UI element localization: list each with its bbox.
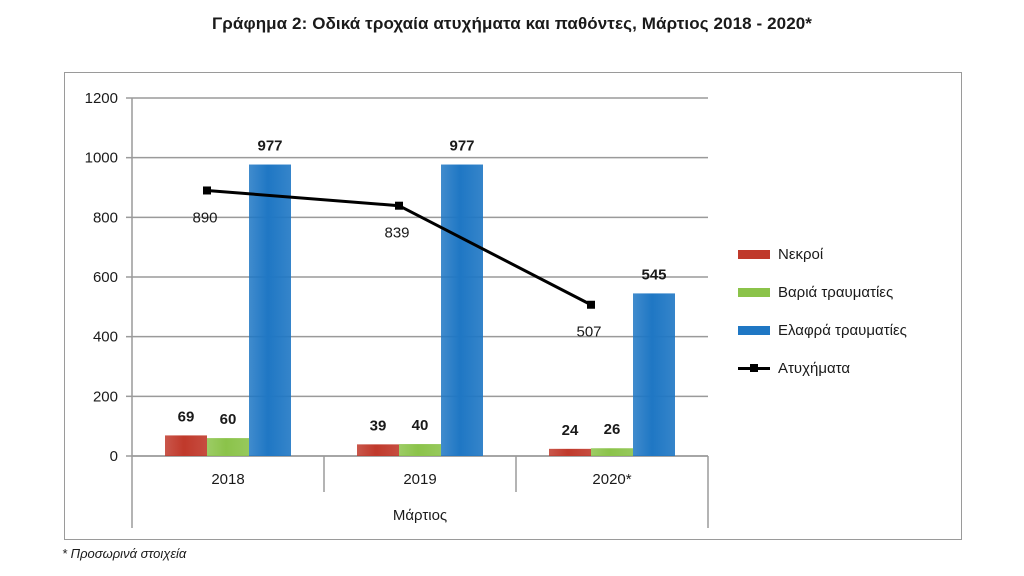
bar-data-label: 39 bbox=[370, 417, 387, 434]
bar-2 bbox=[441, 164, 483, 457]
x-tick-label: 2020* bbox=[592, 471, 631, 488]
bar-2 bbox=[249, 164, 291, 457]
footnote: * Προσωρινά στοιχεία bbox=[62, 546, 187, 561]
chart-legend: Νεκροί Βαριά τραυματίες Ελαφρά τραυματίες Α… bbox=[738, 244, 953, 396]
legend-label: Νεκροί bbox=[778, 245, 824, 263]
line-point bbox=[587, 300, 595, 309]
bar-data-label: 60 bbox=[220, 411, 237, 428]
legend-label: Ελαφρά τραυματίες bbox=[778, 321, 907, 339]
chart-frame bbox=[64, 72, 962, 540]
bar-data-label: 977 bbox=[257, 138, 282, 155]
y-tick-label: 800 bbox=[93, 209, 118, 226]
legend-swatch bbox=[738, 325, 770, 335]
line-data-label: 839 bbox=[384, 225, 409, 242]
legend-item: Ατυχήματα bbox=[738, 358, 953, 378]
x-tick-label: 2019 bbox=[403, 471, 436, 488]
bar-0 bbox=[549, 448, 591, 456]
bar-0 bbox=[165, 435, 207, 456]
bar-data-label: 977 bbox=[449, 138, 474, 155]
bar-2 bbox=[633, 293, 675, 456]
legend-label: Ατυχήματα bbox=[778, 359, 851, 377]
legend-swatch bbox=[738, 249, 770, 259]
bar-data-label: 545 bbox=[641, 266, 666, 283]
bar-data-label: 40 bbox=[412, 417, 429, 434]
legend-line-swatch bbox=[738, 363, 770, 373]
y-tick-label: 0 bbox=[110, 448, 118, 465]
y-tick-label: 600 bbox=[93, 269, 118, 286]
bar-1 bbox=[591, 448, 633, 456]
chart-title: Γράφημα 2: Οδικά τροχαία ατυχήματα και π… bbox=[211, 14, 813, 33]
bar-1 bbox=[399, 444, 441, 456]
bar-data-label: 69 bbox=[178, 408, 195, 425]
legend-item: Ελαφρά τραυματίες bbox=[738, 320, 953, 340]
line-point bbox=[395, 201, 403, 210]
y-tick-label: 200 bbox=[93, 388, 118, 405]
y-tick-label: 400 bbox=[93, 329, 118, 346]
y-tick-label: 1000 bbox=[85, 150, 118, 167]
y-tick-label: 1200 bbox=[85, 90, 118, 107]
x-tick-label: 2018 bbox=[211, 471, 244, 488]
legend-swatch bbox=[738, 287, 770, 297]
bar-0 bbox=[357, 444, 399, 456]
line-point bbox=[203, 186, 211, 195]
legend-item: Βαριά τραυματίες bbox=[738, 282, 953, 302]
bar-data-label: 24 bbox=[562, 422, 579, 439]
bar-1 bbox=[207, 438, 249, 456]
line-data-label: 507 bbox=[576, 324, 601, 341]
legend-label: Βαριά τραυματίες bbox=[778, 283, 894, 301]
line-data-label: 890 bbox=[192, 209, 217, 226]
x-axis-label: Μάρτιος bbox=[393, 507, 447, 524]
bar-data-label: 26 bbox=[604, 421, 621, 438]
legend-item: Νεκροί bbox=[738, 244, 953, 264]
